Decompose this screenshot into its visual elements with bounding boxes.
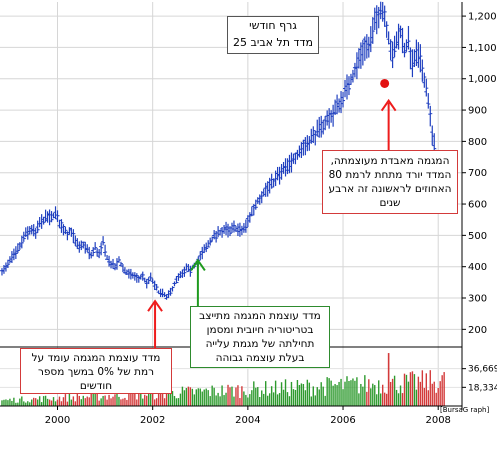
- annotation-right-line3: האחוזים לראשונה זה ארבע: [328, 183, 452, 195]
- y-tick-label: 1,100: [468, 43, 497, 54]
- arrow-right: [380, 98, 397, 150]
- y-tick-label: 1,000: [468, 74, 497, 85]
- annotation-middle: מדד עוצמת המגמה מתייצב בטריטוריה חיובית …: [190, 306, 330, 368]
- arrow-bottom-head: [147, 299, 163, 312]
- annotation-bottom-line2: רמת של 0% במשך מספר: [37, 366, 155, 378]
- annotation-bottom-line3: חודשים: [79, 380, 113, 392]
- volume-tick-label: 36,669: [468, 365, 497, 375]
- arrows: [147, 78, 397, 348]
- annotation-bottom-line1: מדד עוצמת המגמה עומד על: [31, 352, 161, 364]
- price-bars: [0, 1, 447, 300]
- x-tick-label: 2006: [330, 415, 355, 426]
- arrow-middle: [190, 258, 206, 306]
- y-tick-label: 200: [468, 325, 487, 336]
- annotation-bottom: מדד עוצמת המגמה עומד על רמת של 0% במשך מ…: [20, 348, 172, 394]
- annotation-right-line4: שנים: [379, 197, 401, 209]
- x-tick-label: 2002: [140, 415, 165, 426]
- volume-bars: [1, 353, 445, 406]
- annotation-middle-line1: מדד עוצמת המגמה מתייצב: [199, 310, 321, 322]
- y-tick-label: 800: [468, 137, 487, 148]
- chart-title-line1: גרף חודשי: [249, 19, 297, 32]
- annotation-right-line2: המדד יורד מתחת לרמת 80: [328, 169, 452, 181]
- annotation-middle-line2: בטריטוריה חיובית ומסמן: [206, 324, 314, 336]
- chart-title-line2: מדד תל אביב 25: [233, 36, 313, 49]
- x-tick-label: 2004: [235, 415, 260, 426]
- volume-tick-label: 18,334: [468, 383, 497, 393]
- y-tick-label: 300: [468, 294, 487, 305]
- y-tick-label: 400: [468, 262, 487, 273]
- y-tick-label: 900: [468, 106, 487, 117]
- arrow-right-head: [380, 98, 397, 112]
- marked-point: [380, 78, 390, 88]
- x-axis-ticks: 2000 2002 2004 2006 2008: [45, 406, 451, 426]
- arrow-middle-head: [190, 258, 206, 271]
- annotation-middle-line3: תחילתה של מגמת עלייה: [205, 338, 315, 350]
- x-tick-label: 2000: [45, 415, 70, 426]
- y-tick-label: 600: [468, 200, 487, 211]
- x-tick-label: 2008: [425, 415, 450, 426]
- y-tick-label: 700: [468, 168, 487, 179]
- y-tick-label: 500: [468, 231, 487, 242]
- arrow-bottom: [147, 299, 163, 348]
- chart-title-box: גרף חודשי מדד תל אביב 25: [227, 16, 319, 54]
- watermark: [BursaG raph]: [440, 406, 489, 414]
- annotation-right-line1: המגמה מאבדת מעוצמתה,: [330, 155, 450, 167]
- annotation-right: המגמה מאבדת מעוצמתה, המדד יורד מתחת לרמת…: [322, 150, 458, 214]
- volume-axis-ticks: 36,669 18,334: [462, 365, 497, 393]
- y-axis-ticks: 200 300 400 500 600 700 800 900 1,000 1,100 1,200: [462, 12, 497, 336]
- annotation-middle-line4: בעלת עוצמה גבוהה: [215, 352, 305, 364]
- y-tick-label: 1,200: [468, 12, 497, 23]
